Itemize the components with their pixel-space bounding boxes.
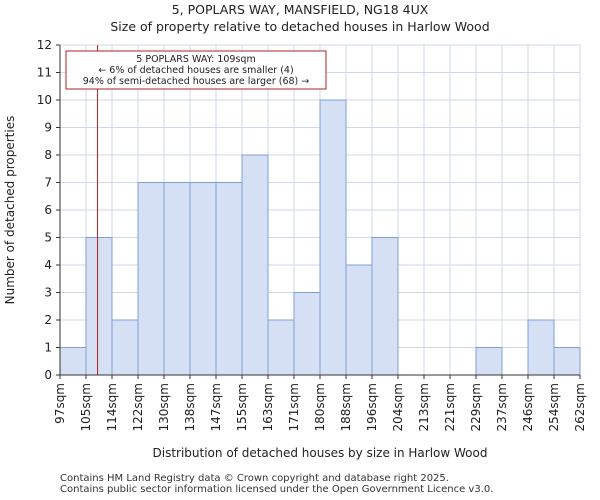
annotation-line-2: ← 6% of detached houses are smaller (4) (98, 65, 293, 76)
x-tick-label: 97sqm (53, 383, 67, 424)
x-tick-label: 114sqm (105, 383, 119, 431)
footer-line-1: Contains HM Land Registry data © Crown c… (60, 473, 449, 484)
histogram-bar (137, 182, 165, 376)
x-tick-label: 196sqm (365, 383, 379, 431)
annotation: 5 POPLARS WAY: 109sqm ← 6% of detached h… (65, 50, 327, 90)
histogram-bar (111, 319, 139, 376)
histogram-bar (215, 182, 243, 376)
histogram-bar (189, 182, 217, 376)
histogram-bar (475, 347, 503, 376)
chart-subtitle: Size of property relative to detached ho… (110, 19, 490, 34)
y-tick-label: 10 (37, 93, 52, 107)
x-tick-label: 171sqm (287, 383, 301, 431)
histogram-bar (553, 347, 581, 376)
x-tick-label: 138sqm (183, 383, 197, 431)
x-tick-label: 130sqm (157, 383, 171, 431)
annotation-line-1: 5 POPLARS WAY: 109sqm (136, 54, 255, 65)
x-tick-label: 213sqm (417, 383, 431, 431)
x-tick-label: 180sqm (313, 383, 327, 431)
x-tick-label: 262sqm (573, 383, 587, 431)
bars (59, 99, 581, 376)
x-axis-label: Distribution of detached houses by size … (153, 446, 488, 460)
histogram-bar (371, 237, 399, 376)
y-tick-label: 6 (44, 203, 52, 217)
histogram-bar (267, 319, 295, 376)
y-axis-label: Number of detached properties (3, 116, 17, 305)
x-tick-label: 163sqm (261, 383, 275, 431)
histogram-bar (527, 319, 555, 376)
x-tick-label: 254sqm (547, 383, 561, 431)
y-tick-label: 1 (44, 341, 52, 355)
annotation-line-3: 94% of semi-detached houses are larger (… (83, 76, 310, 87)
chart-title: 5, POPLARS WAY, MANSFIELD, NG18 4UX (171, 2, 429, 17)
y-tick-label: 9 (44, 121, 52, 135)
histogram-bar (241, 154, 269, 376)
y-tick-label: 12 (37, 38, 52, 52)
histogram-bar (319, 99, 347, 376)
x-tick-label: 188sqm (339, 383, 353, 431)
x-tick-label: 221sqm (443, 383, 457, 431)
y-tick-label: 4 (44, 258, 52, 272)
footer-line-2: Contains public sector information licen… (60, 484, 494, 495)
y-tick-label: 8 (44, 148, 52, 162)
y-tick-label: 11 (37, 66, 52, 80)
y-tick-label: 3 (44, 286, 52, 300)
x-tick-label: 204sqm (391, 383, 405, 431)
y-tick-label: 2 (44, 313, 52, 327)
x-tick-label: 229sqm (469, 383, 483, 431)
histogram-bar (59, 347, 87, 376)
histogram-bar (85, 237, 113, 376)
annotation-box (65, 50, 327, 90)
x-tick-label: 155sqm (235, 383, 249, 431)
x-tick-label: 246sqm (521, 383, 535, 431)
y-tick-label: 0 (44, 368, 52, 382)
x-tick-label: 237sqm (495, 383, 509, 431)
x-tick-label: 122sqm (131, 383, 145, 431)
y-tick-label: 5 (44, 231, 52, 245)
histogram-bar (293, 292, 321, 376)
x-tick-label: 105sqm (79, 383, 93, 431)
y-tick-label: 7 (44, 176, 52, 190)
x-tick-label: 147sqm (209, 383, 223, 431)
histogram-bar (163, 182, 191, 376)
histogram-bar (345, 264, 373, 376)
